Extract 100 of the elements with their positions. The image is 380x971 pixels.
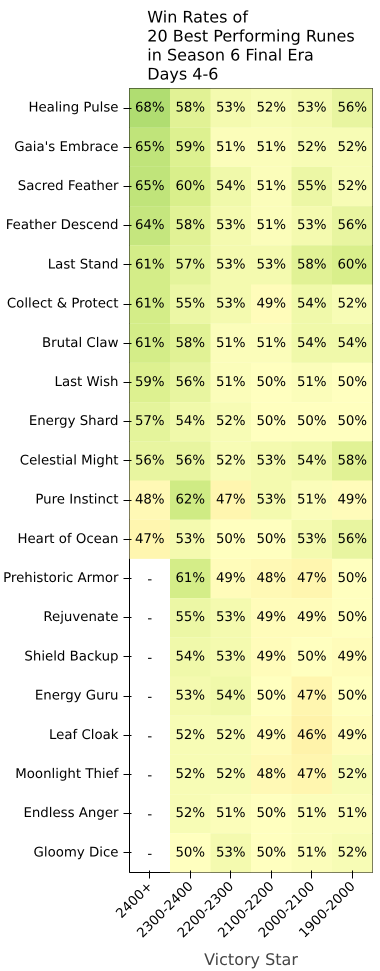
data-label: 54% [296, 296, 327, 312]
data-label: 51% [256, 140, 286, 155]
data-label: 47% [296, 767, 327, 782]
data-label: 51% [216, 806, 246, 822]
data-label: 49% [216, 571, 246, 586]
data-label: 46% [296, 728, 327, 743]
data-label: 54% [175, 414, 206, 430]
data-label: 61% [175, 571, 206, 586]
data-label: 60% [337, 257, 368, 272]
data-label: 51% [216, 140, 246, 155]
data-label: 49% [256, 649, 286, 664]
data-label: 65% [134, 140, 165, 155]
data-label: 58% [175, 336, 206, 351]
data-label: 50% [337, 571, 368, 586]
data-label: 53% [296, 100, 327, 116]
chart-title: Win Rates of 20 Best Performing Runes in Season 6 Final Era Days 4-6 [147, 8, 355, 84]
data-label: 52% [216, 728, 246, 743]
data-label: 50% [256, 532, 286, 547]
data-label: 51% [216, 336, 246, 351]
data-label: 49% [337, 492, 368, 508]
y-tick-label: Last Wish [54, 375, 119, 390]
data-label: 51% [216, 375, 246, 390]
data-label: 47% [296, 688, 327, 704]
y-tick-label: Celestial Might [20, 453, 119, 468]
data-label: 56% [337, 532, 368, 547]
data-label: 52% [175, 767, 206, 782]
data-label: 50% [216, 532, 246, 547]
y-tick-label: Energy Shard [28, 414, 119, 430]
data-label: 54% [175, 649, 206, 664]
data-label: 53% [175, 532, 206, 547]
data-label: 53% [296, 218, 327, 234]
data-label: 54% [296, 453, 327, 468]
data-label: 65% [134, 179, 165, 194]
data-label: 51% [256, 179, 286, 194]
data-label: 58% [296, 257, 327, 272]
data-label: 47% [134, 532, 165, 547]
text: - [147, 612, 152, 627]
data-label: 62% [175, 492, 206, 508]
y-tick-label: Last Stand [48, 257, 119, 272]
data-label: 53% [296, 532, 327, 547]
data-label: 47% [296, 571, 327, 586]
data-label: 58% [337, 453, 368, 468]
data-label: 51% [296, 375, 327, 390]
y-tick-label: Feather Descend [6, 218, 119, 234]
data-label: 51% [296, 492, 327, 508]
data-label: 47% [216, 492, 246, 508]
y-tick-label: Leaf Cloak [48, 728, 119, 743]
y-tick-label: Sacred Feather [18, 179, 120, 194]
y-tick-label: Shield Backup [24, 649, 119, 664]
data-label: 53% [216, 257, 246, 272]
data-label: 61% [134, 336, 165, 351]
data-label: 52% [216, 414, 246, 430]
data-label: 53% [216, 845, 246, 860]
data-label: 52% [337, 179, 368, 194]
data-label: 48% [256, 767, 286, 782]
y-tick-label: Rejuvenate [43, 610, 118, 626]
data-label: 61% [134, 296, 165, 312]
data-label: 50% [256, 806, 286, 822]
data-label: 51% [296, 845, 327, 860]
data-label: 54% [216, 179, 246, 194]
data-label: 48% [134, 492, 165, 508]
y-tick-label: Endless Anger [23, 806, 120, 822]
data-label: 52% [337, 296, 368, 312]
data-label: 52% [216, 767, 246, 782]
data-label: 50% [296, 414, 327, 430]
data-label: 53% [175, 688, 206, 704]
y-tick-label: Prehistoric Armor [3, 571, 120, 586]
y-tick-label: Moonlight Thief [15, 767, 119, 782]
data-label: 50% [337, 375, 368, 390]
data-label: 61% [134, 257, 165, 272]
data-label: 52% [337, 140, 368, 155]
data-label: 55% [296, 179, 327, 194]
data-label: 51% [337, 806, 368, 822]
data-label: 50% [256, 414, 286, 430]
data-label: 55% [175, 610, 206, 626]
data-label: 52% [337, 845, 368, 860]
data-label: 50% [175, 845, 206, 860]
data-label: 50% [256, 688, 286, 704]
data-label: 50% [256, 845, 286, 860]
data-label: 56% [337, 100, 368, 116]
data-label: 53% [256, 492, 286, 508]
x-axis-title: Victory Star [204, 950, 298, 969]
text: - [147, 768, 152, 784]
data-label: 64% [134, 218, 165, 234]
data-label: 52% [216, 453, 246, 468]
text: - [147, 729, 152, 744]
data-label: 52% [175, 806, 206, 822]
data-label: 49% [256, 296, 286, 312]
y-tick-label: Heart of Ocean [17, 532, 119, 547]
data-label: 52% [175, 728, 206, 743]
text: - [147, 846, 152, 862]
data-label: 60% [175, 179, 206, 194]
data-label: 51% [256, 218, 286, 234]
y-tick-label: Energy Guru [34, 688, 119, 704]
text: - [147, 808, 152, 823]
data-label: 57% [134, 414, 165, 430]
data-label: 58% [175, 218, 206, 234]
data-label: 49% [337, 649, 368, 664]
data-label: 59% [175, 140, 206, 155]
data-label: 52% [337, 767, 368, 782]
